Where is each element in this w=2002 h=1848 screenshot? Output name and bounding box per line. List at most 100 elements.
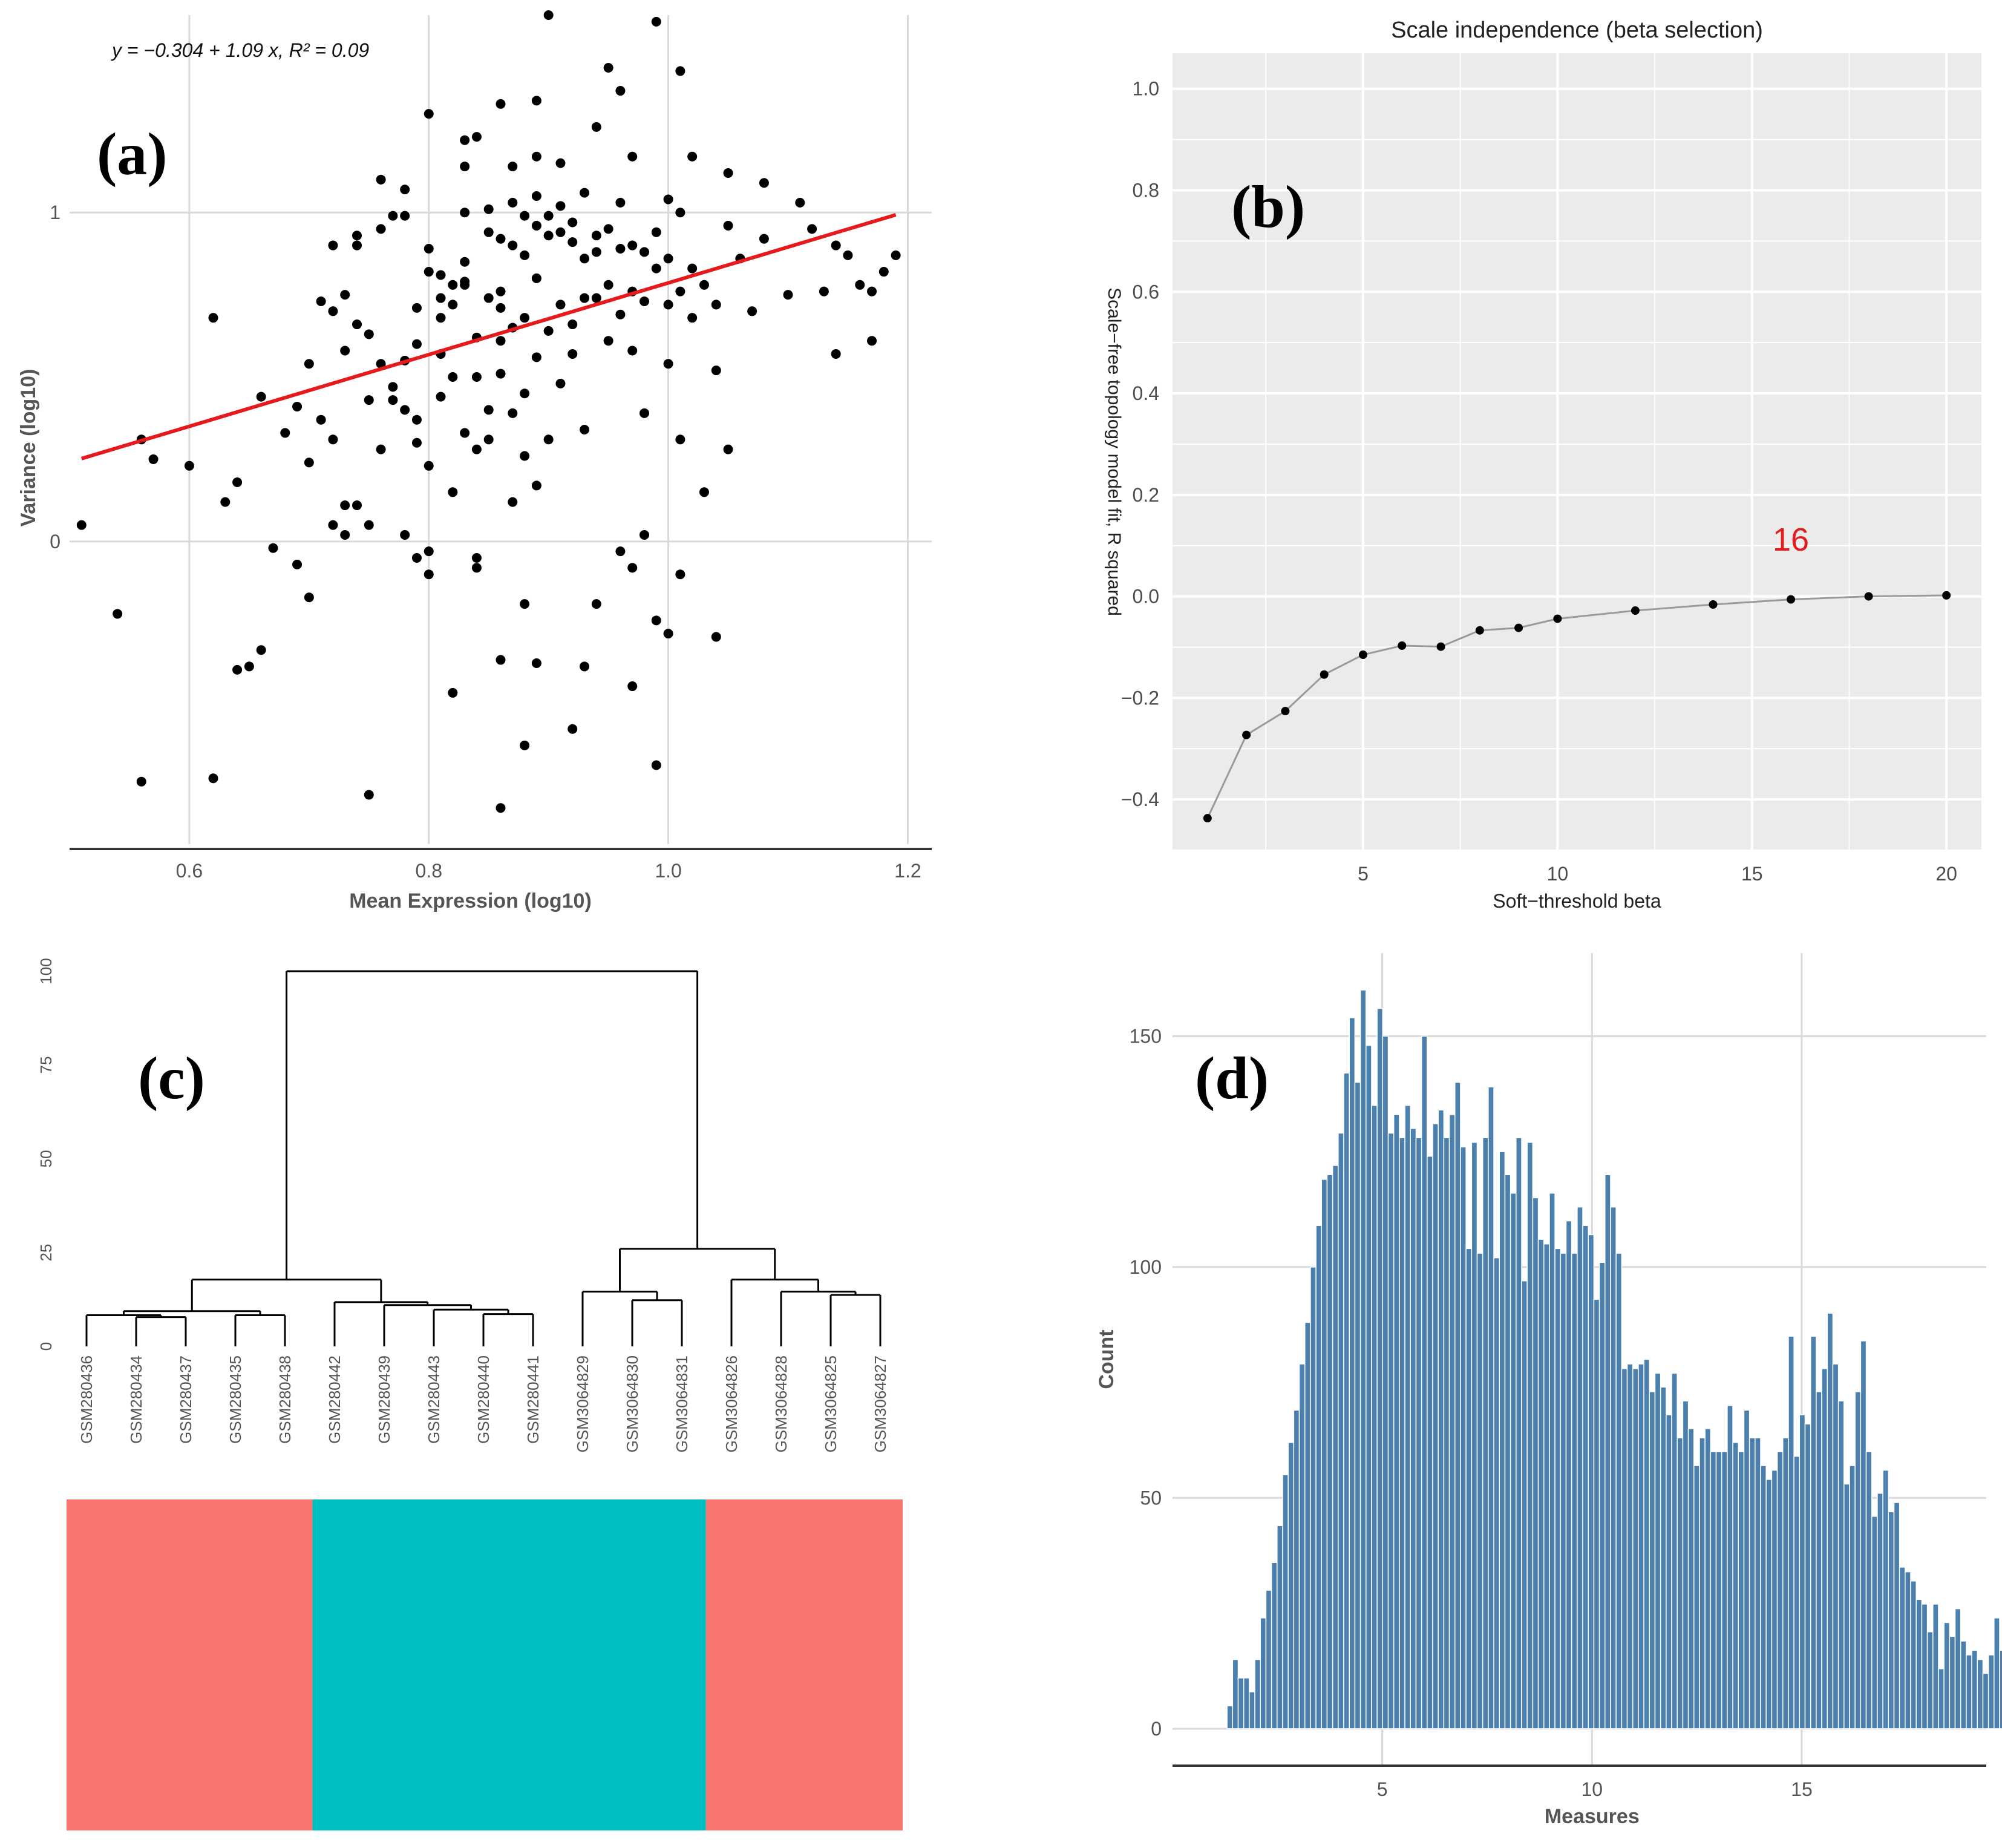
histogram-bar — [1521, 1280, 1528, 1729]
histogram-bar — [1460, 1146, 1467, 1729]
fit-point — [1436, 642, 1445, 651]
scatter-point — [483, 434, 494, 445]
histogram-bar — [1827, 1312, 1834, 1729]
histogram-bar — [1877, 1493, 1883, 1729]
histogram-bar — [1799, 1414, 1806, 1729]
scatter-point — [460, 257, 470, 267]
scatter-point — [663, 359, 673, 369]
scatter-point — [340, 346, 350, 356]
panel-c-leaf-label: GSM280437 — [177, 1355, 195, 1444]
fit-point — [1514, 623, 1523, 632]
histogram-bar — [1448, 1114, 1456, 1729]
histogram-bar — [1265, 1590, 1272, 1729]
scatter-point — [496, 286, 506, 297]
scatter-point — [627, 563, 638, 573]
histogram-bar — [1987, 1654, 1995, 1729]
panel-a-tag: (a) — [97, 120, 168, 188]
histogram-bar — [1982, 1673, 1989, 1729]
scatter-point — [352, 231, 362, 241]
scatter-point — [723, 220, 733, 231]
scatter-point — [424, 109, 434, 119]
histogram-bar — [1287, 1442, 1295, 1729]
scatter-point — [831, 240, 841, 251]
histogram-bar — [1910, 1581, 1917, 1729]
scatter-point — [400, 529, 410, 540]
scatter-point — [651, 263, 661, 274]
histogram-bar — [1537, 1239, 1545, 1729]
histogram-bar — [1304, 1322, 1311, 1729]
panel-c-leaf-label: GSM280435 — [226, 1355, 244, 1444]
scatter-point — [411, 553, 422, 563]
panel-c-leaf-label: GSM280439 — [375, 1355, 393, 1444]
scatter-point — [496, 303, 506, 313]
histogram-bar — [1649, 1391, 1656, 1729]
histogram-bar — [1382, 1035, 1389, 1729]
panel-b-gridlines — [1173, 53, 1981, 851]
scatter-point — [711, 632, 721, 642]
panel-a-points — [76, 10, 901, 813]
panel-a-regression-line — [80, 213, 897, 460]
scatter-point — [580, 254, 590, 264]
panel-d-xtick-label: 10 — [1582, 1778, 1603, 1800]
panel-c-leaf-label: GSM280438 — [276, 1355, 294, 1444]
panel-a-xtick-label: 1.0 — [655, 860, 681, 882]
histogram-bar — [1338, 1132, 1344, 1729]
panel-b-plot-background — [1173, 53, 1981, 850]
histogram-bar — [1293, 1409, 1300, 1729]
scatter-point — [471, 372, 482, 382]
scatter-point — [388, 211, 398, 221]
scatter-point — [328, 240, 338, 251]
scatter-point — [783, 290, 793, 300]
scatter-point — [471, 132, 482, 142]
scatter-point — [555, 378, 566, 388]
group-block — [705, 1499, 903, 1830]
histogram-bar — [1438, 1109, 1445, 1729]
scatter-point — [543, 10, 554, 20]
histogram-bar — [1254, 1659, 1261, 1729]
scatter-point — [148, 454, 159, 464]
scatter-point — [436, 270, 446, 280]
panel-d-ytick-label: 50 — [1140, 1487, 1162, 1509]
histogram-bar — [1932, 1604, 1939, 1729]
scatter-point — [483, 227, 494, 237]
scatter-point — [675, 434, 685, 445]
scatter-point — [651, 16, 661, 27]
panel-c-dendrogram — [85, 970, 882, 1346]
histogram-bar — [1888, 1511, 1895, 1729]
scatter-point — [591, 231, 601, 241]
scatter-point — [113, 609, 123, 619]
scatter-point — [316, 296, 326, 306]
panel-b-title: Scale independence (beta selection) — [1391, 18, 1763, 43]
scatter-point — [663, 194, 673, 205]
scatter-point — [531, 352, 541, 362]
scatter-point — [376, 444, 386, 454]
scatter-point — [759, 234, 769, 244]
histogram-bar — [1704, 1428, 1712, 1729]
scatter-point — [568, 349, 578, 359]
scatter-point — [496, 336, 506, 346]
scatter-point — [580, 188, 590, 198]
panel-a: 0.6 0.8 1.0 1.2 0 1 y = −0.304 + 1.09 x, R² =… — [17, 10, 932, 913]
histogram-bar — [1893, 1502, 1900, 1729]
scatter-point — [555, 201, 566, 211]
scatter-point — [496, 234, 506, 244]
scatter-point — [603, 224, 613, 234]
panel-b-ytick-label: 0.4 — [1133, 382, 1159, 404]
panel-b: 5 10 15 20 −0.4 −0.2 0.0 0.2 0.4 0.6 0.8 1.0 Scale … — [1104, 18, 1981, 912]
scatter-point — [244, 661, 254, 672]
scatter-point — [256, 645, 266, 655]
scatter-point — [520, 250, 530, 260]
histogram-bar — [1994, 1617, 2000, 1729]
panel-c-leaf-label: GSM280442 — [325, 1355, 344, 1444]
histogram-bar — [1721, 1451, 1728, 1729]
histogram-bar — [1632, 1368, 1639, 1729]
scatter-point — [615, 243, 626, 254]
scatter-point — [531, 151, 541, 162]
scatter-point — [508, 197, 518, 208]
scatter-point — [711, 365, 721, 376]
panel-c-leaf-label: GSM3064825 — [822, 1355, 840, 1452]
histogram-bar — [1710, 1451, 1717, 1729]
scatter-point — [76, 520, 87, 530]
histogram-bar — [1755, 1437, 1761, 1729]
